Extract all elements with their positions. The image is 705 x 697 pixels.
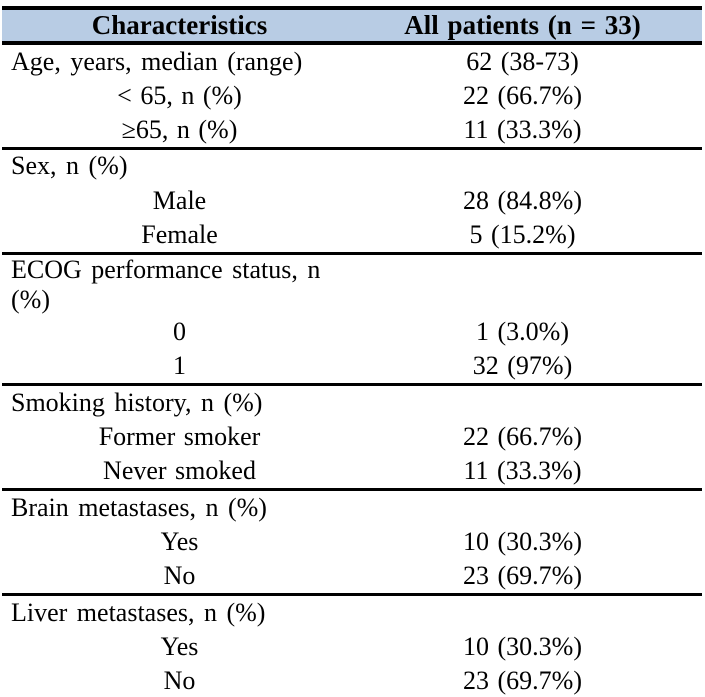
row-label: Female (141, 219, 218, 249)
table-row: Former smoker 22 (66.7%) (2, 420, 702, 455)
table-row: No 23 (69.7%) (2, 560, 702, 595)
row-label: < 65, n (%) (117, 80, 242, 110)
table-row: Yes 10 (30.3%) (2, 525, 702, 560)
row-value: 10 (30.3%) (463, 527, 582, 556)
row-value (357, 253, 702, 315)
row-label: ECOG performance status, n (%) (11, 254, 321, 314)
section-header-row-smoking: Smoking history, n (%) (2, 384, 702, 420)
row-value: 23 (69.7%) (463, 561, 582, 591)
row-value (357, 148, 702, 183)
row-label: ≥65, n (%) (121, 114, 238, 144)
row-value: 23 (69.7%) (463, 666, 582, 696)
row-label: Brain metastases, n (%) (11, 492, 267, 522)
table-row: < 65, n (%) 22 (66.7%) (2, 78, 702, 113)
table-row: ≥65, n (%) 11 (33.3%) (2, 113, 702, 148)
table-row: Female 5 (15.2%) (2, 218, 702, 253)
table-row: 0 1 (3.0%) (2, 315, 702, 350)
section-header-row-brain-metastases: Brain metastases, n (%) (2, 489, 702, 525)
row-value: 32 (97%) (472, 351, 573, 381)
row-value: 28 (84.8%) (463, 185, 582, 215)
row-label: 1 (173, 351, 186, 381)
row-value: 5 (15.2%) (469, 219, 576, 249)
row-label: No (163, 666, 196, 696)
section-header-row-ecog: ECOG performance status, n (%) (2, 253, 702, 315)
column-header-all-patients: All patients (n = 33) (357, 8, 702, 45)
row-value: 62 (38-73) (466, 46, 579, 76)
patient-characteristics-table: Characteristics All patients (n = 33) Ag… (2, 6, 702, 697)
row-label: Former smoker (98, 422, 261, 451)
section-header-row-liver-metastases: Liver metastases, n (%) (2, 594, 702, 630)
row-value: 22 (66.7%) (463, 80, 582, 110)
table-header-row: Characteristics All patients (n = 33) (2, 8, 702, 45)
row-value: 11 (33.3%) (463, 114, 582, 144)
row-label: Liver metastases, n (%) (11, 597, 266, 627)
row-label: No (163, 561, 196, 591)
row-label: Male (152, 185, 207, 215)
table-row: 1 32 (97%) (2, 350, 702, 385)
row-value: 1 (3.0%) (476, 317, 569, 346)
row-label: 0 (173, 317, 186, 346)
section-header-row-age: Age, years, median (range) 62 (38-73) (2, 43, 702, 78)
row-value: 10 (30.3%) (463, 632, 582, 661)
row-label: Yes (160, 632, 199, 661)
row-value: 22 (66.7%) (463, 422, 582, 451)
table-row: No 23 (69.7%) (2, 665, 702, 697)
row-label: Smoking history, n (%) (11, 387, 263, 417)
table-row: Yes 10 (30.3%) (2, 630, 702, 665)
row-label: Never smoked (103, 456, 256, 486)
row-label: Sex, n (%) (11, 151, 128, 181)
table-row: Male 28 (84.8%) (2, 183, 702, 218)
table-row: Never smoked 11 (33.3%) (2, 455, 702, 490)
row-value (357, 595, 702, 630)
row-label: Age, years, median (range) (11, 46, 303, 76)
section-header-row-sex: Sex, n (%) (2, 148, 702, 183)
row-value: 11 (33.3%) (463, 456, 582, 486)
column-header-characteristics: Characteristics (2, 8, 357, 45)
row-label: Yes (160, 527, 199, 556)
row-value (357, 385, 702, 420)
row-value (357, 490, 702, 525)
